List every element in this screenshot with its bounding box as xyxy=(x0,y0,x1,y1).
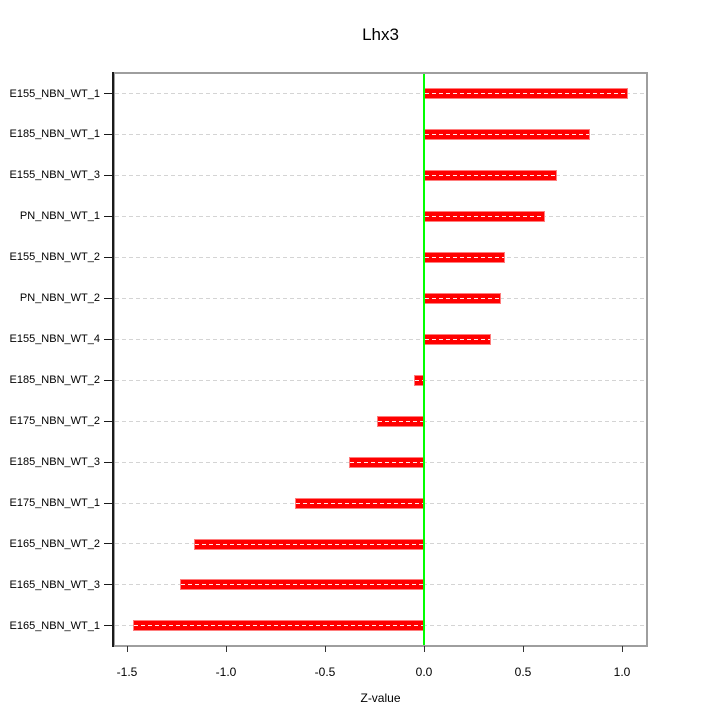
y-axis-tick xyxy=(104,462,113,463)
bar-center-dash xyxy=(377,420,424,422)
bar-center-dash xyxy=(195,543,424,545)
row-gridline xyxy=(115,134,646,135)
bar-center-dash xyxy=(425,256,505,258)
y-category-label: E155_NBN_WT_4 xyxy=(9,333,101,345)
x-tick-label: -1.0 xyxy=(215,665,237,679)
y-axis-tick xyxy=(104,380,113,381)
y-category-label: PN_NBN_WT_2 xyxy=(19,292,100,304)
bar xyxy=(180,579,425,591)
y-axis-tick xyxy=(104,543,113,544)
bar xyxy=(424,88,629,99)
bar-center-dash xyxy=(349,461,424,463)
row-gridline xyxy=(115,175,646,176)
y-category-label: E185_NBN_WT_1 xyxy=(9,128,101,140)
bar-center-dash xyxy=(425,338,491,340)
y-axis-tick xyxy=(104,503,113,504)
y-axis-tick xyxy=(104,175,113,176)
x-axis-tick xyxy=(424,646,425,652)
bar xyxy=(424,251,506,263)
x-axis-tick xyxy=(325,646,326,652)
y-category-label: E165_NBN_WT_3 xyxy=(9,579,101,591)
y-axis-tick xyxy=(104,216,113,217)
bar xyxy=(424,169,557,181)
zero-line xyxy=(423,74,426,645)
y-category-label: E175_NBN_WT_2 xyxy=(9,415,101,427)
x-axis-label: Z-value xyxy=(360,691,401,705)
x-tick-label: 0.0 xyxy=(415,665,433,679)
row-gridline xyxy=(115,257,646,258)
y-axis-tick xyxy=(104,584,113,585)
bar xyxy=(348,456,425,468)
bar xyxy=(424,129,591,140)
bar xyxy=(376,415,425,427)
bar xyxy=(194,538,425,550)
bar xyxy=(424,292,502,304)
x-tick-label: -0.5 xyxy=(314,665,336,679)
y-category-label: E165_NBN_WT_2 xyxy=(9,538,101,550)
y-category-label: E185_NBN_WT_2 xyxy=(9,374,101,386)
bar xyxy=(424,210,545,222)
y-axis-tick xyxy=(104,257,113,258)
x-axis-tick xyxy=(226,646,227,652)
y-axis-tick xyxy=(104,339,113,340)
bar-center-dash xyxy=(181,584,424,586)
y-axis-tick xyxy=(104,93,113,94)
y-category-label: E155_NBN_WT_2 xyxy=(9,251,101,263)
y-category-label: E175_NBN_WT_1 xyxy=(9,497,101,509)
y-category-label: E185_NBN_WT_3 xyxy=(9,456,101,468)
y-axis-line xyxy=(112,72,114,647)
bar xyxy=(295,497,425,509)
x-tick-label: 0.5 xyxy=(514,665,532,679)
y-category-label: E165_NBN_WT_1 xyxy=(9,620,101,632)
x-tick-label: 1.0 xyxy=(613,665,631,679)
x-axis-tick xyxy=(622,646,623,652)
y-category-label: E155_NBN_WT_3 xyxy=(9,169,101,181)
y-axis-tick xyxy=(104,298,113,299)
x-tick-label: -1.5 xyxy=(116,665,138,679)
bar-center-dash xyxy=(425,174,556,176)
row-gridline xyxy=(115,298,646,299)
row-gridline xyxy=(115,339,646,340)
y-axis-tick xyxy=(104,134,113,135)
y-axis-tick xyxy=(104,421,113,422)
y-category-label: PN_NBN_WT_1 xyxy=(19,210,100,222)
bar-center-dash xyxy=(425,297,501,299)
bar xyxy=(424,333,492,345)
y-category-label: E155_NBN_WT_1 xyxy=(9,88,101,100)
bar-center-dash xyxy=(425,93,628,94)
bar-center-dash xyxy=(133,625,424,627)
bar-center-dash xyxy=(415,379,424,381)
plot-area xyxy=(113,72,648,647)
row-gridline xyxy=(115,216,646,217)
bar-center-dash xyxy=(296,502,424,504)
row-gridline xyxy=(115,380,646,381)
bar-center-dash xyxy=(425,134,590,135)
chart-title: Lhx3 xyxy=(362,25,399,44)
y-axis-tick xyxy=(104,625,113,626)
bar-center-dash xyxy=(425,215,544,217)
row-gridline xyxy=(115,93,646,94)
bar xyxy=(132,620,425,632)
x-axis-tick xyxy=(127,646,128,652)
x-axis-tick xyxy=(523,646,524,652)
